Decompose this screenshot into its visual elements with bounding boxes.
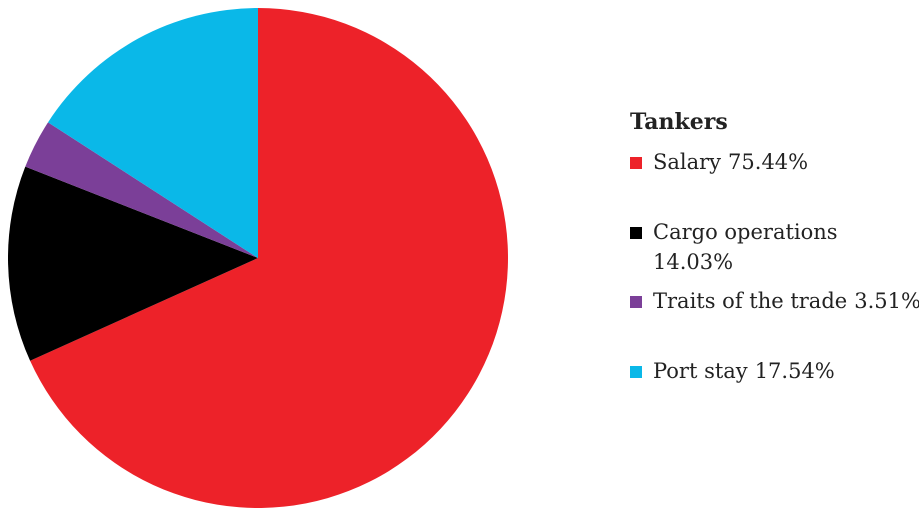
legend-label: Salary 75.44%: [653, 150, 808, 174]
legend-swatch: [630, 366, 642, 378]
legend-value: 3.51%: [854, 289, 919, 313]
pie-slice: [30, 8, 509, 508]
legend-value: 14.03%: [653, 250, 733, 274]
legend-label: Traits of the trade 3.51%: [653, 289, 919, 313]
legend-swatch: [630, 296, 642, 308]
legend-value: 75.44%: [728, 150, 808, 174]
legend-name: Cargo operations: [653, 220, 838, 244]
legend-label: Cargo operations 14.03%: [653, 220, 838, 274]
legend-title: Tankers: [630, 109, 728, 135]
pie-slice: [48, 8, 259, 258]
legend-name: Traits of the trade: [653, 289, 847, 313]
legend-value: 17.54%: [755, 359, 835, 383]
pie-slice: [8, 166, 259, 361]
legend-label: Port stay 17.54%: [653, 359, 835, 383]
legend-name: Salary: [653, 150, 721, 174]
legend-name: Port stay: [653, 359, 748, 383]
legend-swatch: [630, 227, 642, 239]
legend-swatch: [630, 157, 642, 169]
pie-slice: [25, 122, 258, 259]
